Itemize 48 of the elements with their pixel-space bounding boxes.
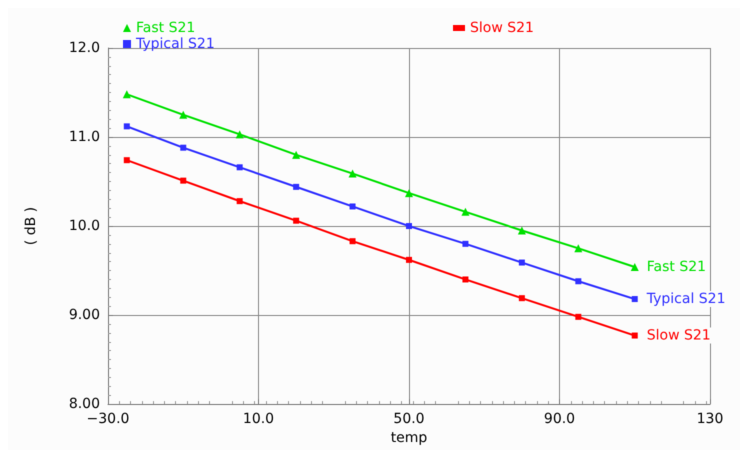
y-tick-label: 10.0	[68, 218, 100, 234]
x-tick-label: 50.0	[393, 411, 425, 428]
point	[406, 223, 412, 230]
point	[461, 208, 470, 216]
point	[462, 240, 468, 247]
point	[462, 276, 468, 282]
text: Slow S21	[646, 328, 711, 344]
x-tick-label: 130	[696, 411, 724, 428]
point	[293, 218, 300, 224]
point	[632, 332, 638, 339]
point	[180, 178, 186, 184]
point	[630, 263, 639, 271]
point	[350, 203, 356, 210]
point	[350, 238, 356, 244]
legend-label: Fast S21	[136, 20, 196, 36]
text: Fast S21	[646, 259, 706, 275]
point	[518, 295, 525, 302]
point	[179, 110, 188, 119]
x-tick-label: −30.0	[86, 411, 130, 428]
x-axis-title: temp	[390, 430, 428, 446]
point	[292, 150, 300, 159]
y-tick-label: 8.00	[68, 396, 100, 412]
point	[632, 296, 638, 302]
y-tick-label: 9.00	[68, 307, 100, 324]
point	[122, 90, 131, 98]
point	[236, 198, 243, 204]
legend-label: Typical S21	[135, 36, 215, 52]
y-tick-label: 12.0	[68, 40, 100, 56]
point	[293, 184, 300, 190]
point	[518, 260, 525, 266]
point	[575, 278, 582, 284]
y-tick-label: 11.0	[68, 129, 100, 146]
point	[574, 244, 582, 252]
point	[405, 189, 413, 198]
x-tick-label: 90.0	[544, 411, 576, 428]
point	[348, 170, 357, 178]
point	[124, 123, 130, 130]
y-axis-title: ( dB )	[23, 206, 39, 246]
point	[124, 157, 130, 164]
legend-label: Slow S21	[470, 20, 534, 36]
point	[236, 164, 243, 170]
point	[518, 226, 526, 234]
text: Typical S21	[646, 291, 726, 308]
point	[575, 314, 582, 320]
point	[236, 130, 244, 138]
point	[406, 256, 412, 263]
point	[180, 144, 186, 151]
x-tick-label: 10.0	[242, 411, 274, 428]
